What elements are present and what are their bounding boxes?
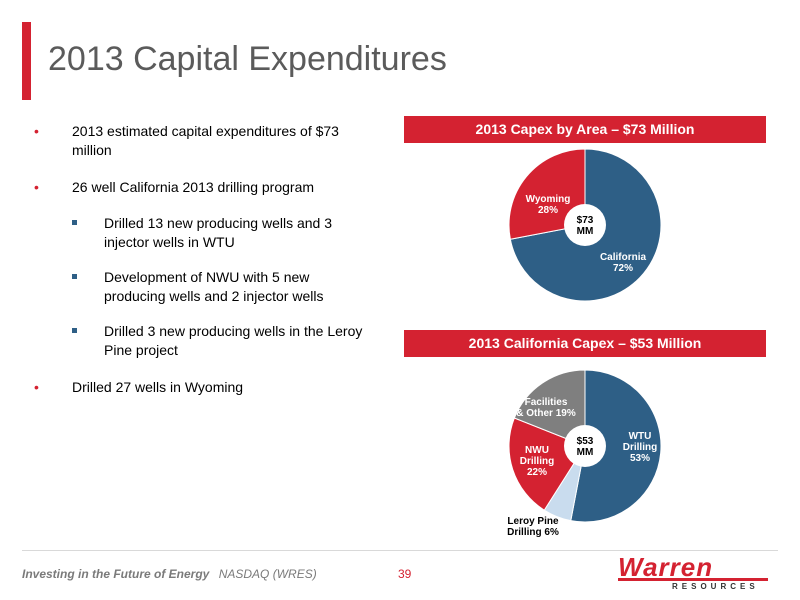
bullet-dot-icon: •: [34, 379, 39, 395]
pie-slice: [570, 369, 662, 523]
pie-slice-label: Drilling: [520, 456, 554, 467]
title-accent-bar: [22, 22, 31, 100]
pie-slice-label: 72%: [613, 263, 633, 274]
square-bullet-icon: [72, 220, 77, 225]
pie-slice-label: 22%: [527, 467, 547, 478]
warren-logo: Warren RESOURCES: [618, 552, 778, 594]
pie-slice-label: 28%: [538, 205, 558, 216]
bullet-dot-icon: •: [34, 123, 39, 139]
pie-slice-label: Drilling: [623, 442, 657, 453]
pie-center-label: $73: [577, 215, 594, 226]
pie-slice-label: NWU: [525, 445, 549, 456]
pie-slice: [513, 369, 586, 447]
pie-slice-label: Leroy Pine: [507, 516, 559, 527]
footer-tagline: Investing in the Future of Energy NASDAQ…: [22, 567, 317, 581]
tagline-text: Investing in the Future of Energy: [22, 567, 210, 581]
sub-bullet-text: Development of NWU with 5 new producing …: [104, 269, 324, 304]
sub-bullet-text: Drilled 3 new producing wells in the Ler…: [104, 323, 363, 358]
pie-center-label: $53: [577, 436, 594, 447]
square-bullet-icon: [72, 274, 77, 279]
bullet-text: Drilled 27 wells in Wyoming: [72, 379, 244, 395]
pie-slice-label: Drilling 6%: [507, 527, 559, 538]
logo-word: Warren: [618, 552, 714, 582]
chart-header-capex-by-area: 2013 Capex by Area – $73 Million: [404, 116, 766, 143]
pie-center-label: MM: [577, 447, 594, 458]
bullet-text: 26 well California 2013 drilling program: [72, 179, 315, 195]
pie-slice-label: WTU: [629, 431, 652, 442]
bullet-dot-icon: •: [34, 179, 39, 195]
square-bullet-icon: [72, 328, 77, 333]
pie-slice-label: & Other 19%: [516, 408, 576, 419]
logo-swoosh: [618, 578, 768, 581]
sub-bullet-text: Drilled 13 new producing wells and 3 inj…: [104, 215, 333, 250]
pie-slice-label: 53%: [630, 453, 650, 464]
footer-divider: [22, 550, 778, 551]
pie-chart-capex-by-area: $73 MM California 72% Wyoming 28%: [508, 148, 662, 302]
pie-slice-label: California: [600, 252, 647, 263]
ticker-text: NASDAQ (WRES): [218, 567, 317, 581]
pie-center-circle: [564, 425, 606, 467]
pie-slice-label: Wyoming: [526, 194, 571, 205]
pie-chart-california-capex: $53 MM WTU Drilling 53% Leroy Pine Drilling 6%…: [490, 366, 680, 546]
pie-slice-label: Facilities: [525, 397, 568, 408]
page-title: 2013 Capital Expenditures: [48, 40, 447, 78]
pie-center-circle: [564, 204, 606, 246]
logo-subtext: RESOURCES: [672, 582, 759, 591]
bullet-text: 2013 estimated capital expenditures of $…: [72, 123, 339, 158]
pie-center-label: MM: [577, 226, 594, 237]
chart-header-california-capex: 2013 California Capex – $53 Million: [404, 330, 766, 357]
page-number: 39: [398, 567, 412, 581]
